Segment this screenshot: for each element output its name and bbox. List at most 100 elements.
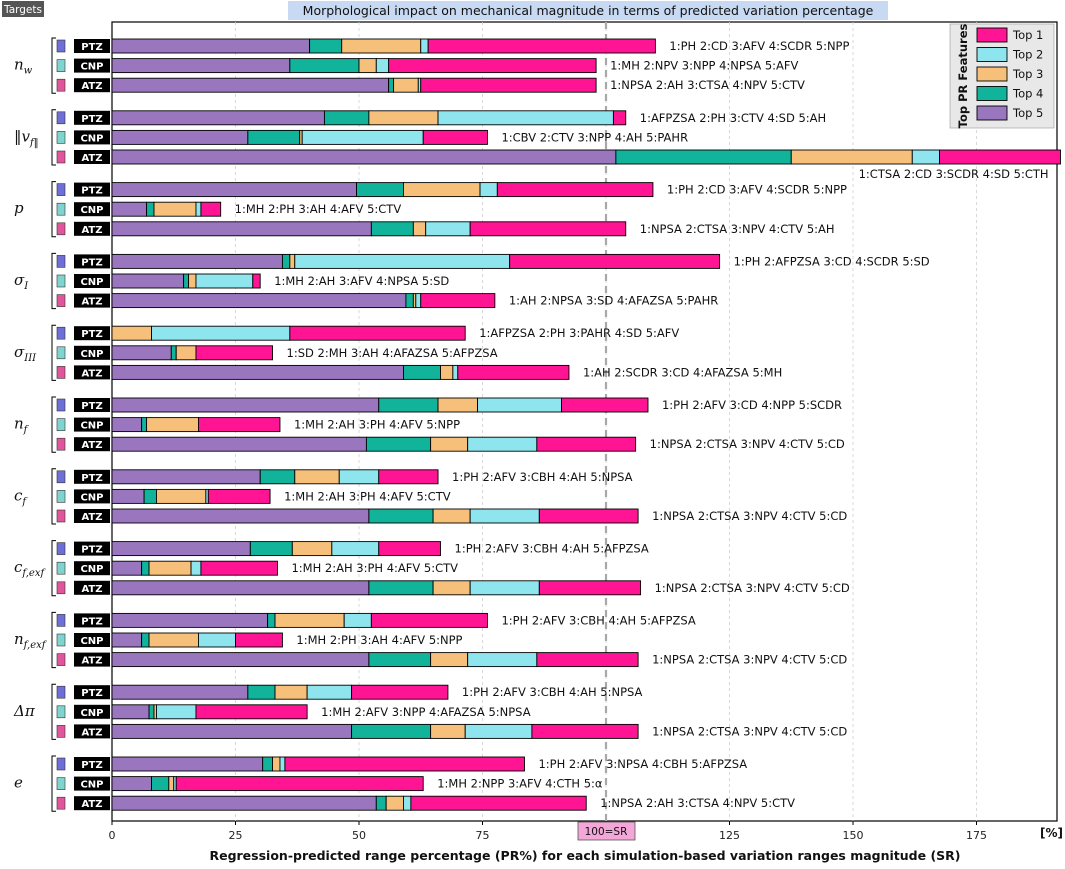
config-label: CNP xyxy=(80,205,103,216)
bar-segment-top4 xyxy=(365,436,432,452)
bar-segment-top1 xyxy=(420,77,597,93)
bar-segment-top3 xyxy=(289,253,296,269)
bar-segment-top1 xyxy=(195,704,308,720)
config-label-box xyxy=(74,58,110,73)
bar-segment-top1 xyxy=(378,469,439,485)
config-label: CNP xyxy=(80,636,103,647)
config-icon xyxy=(56,509,66,523)
feature-label: 1:NPSA 2:CTSA 3:NPV 4:CTV 5:AH xyxy=(640,222,835,236)
legend-swatch xyxy=(976,27,1008,43)
bar-segment-top1 xyxy=(536,652,639,668)
group-bracket xyxy=(51,540,56,597)
bar-segment-top3 xyxy=(188,273,197,289)
config-label: PTZ xyxy=(81,473,102,484)
feature-label: 1:PH 2:CD 3:AFV 4:SCDR 5:NPP xyxy=(669,39,849,53)
bar-segment-top1 xyxy=(195,345,273,361)
target-label: e xyxy=(14,774,23,792)
bar-segment-top4 xyxy=(247,129,301,145)
bar-segment-top5 xyxy=(111,560,143,576)
target-label: cf xyxy=(14,486,28,507)
bar-segment-top2 xyxy=(477,397,562,413)
bar-segment-top1 xyxy=(496,182,654,198)
bar-segment-top1 xyxy=(252,273,261,289)
bar-segment-top3 xyxy=(385,795,404,811)
bar-segment-top3 xyxy=(168,776,175,792)
targets-badge-label: Targets xyxy=(3,4,42,16)
bar-segment-top1 xyxy=(284,756,525,772)
feature-label: 1:PH 2:CD 3:AFV 4:SCDR 5:NPP xyxy=(667,183,847,197)
bar-segment-top4 xyxy=(323,110,370,126)
config-label-box xyxy=(74,345,110,360)
config-icon xyxy=(56,725,66,738)
bar-segment-top1 xyxy=(531,723,639,739)
group-bracket xyxy=(51,324,56,381)
x-tick-label: 0 xyxy=(109,829,116,842)
bar-segment-top1 xyxy=(538,580,642,596)
config-label-box xyxy=(74,417,110,432)
feature-label: 1:NPSA 2:CTSA 3:NPV 4:CTV 5:CD xyxy=(655,581,850,595)
config-label-box xyxy=(74,398,110,412)
bar-segment-top3 xyxy=(274,612,345,628)
bar-segment-top5 xyxy=(111,652,370,668)
bar-segment-top1 xyxy=(612,110,627,126)
bar-segment-top5 xyxy=(111,182,357,198)
config-label: CNP xyxy=(80,780,103,791)
bar-segment-top5 xyxy=(111,612,269,628)
legend-swatch xyxy=(976,86,1008,101)
bar-segment-top1 xyxy=(509,253,721,269)
config-icon xyxy=(56,222,66,236)
config-icon xyxy=(56,326,66,340)
feature-label: 1:AFPZSA 2:PH 3:PAHR 4:SD 5:AFV xyxy=(479,326,679,340)
config-label-box xyxy=(74,293,110,308)
ref-line-label: 100=SR xyxy=(585,826,628,838)
bar-segment-top3 xyxy=(291,541,333,557)
config-label: CNP xyxy=(80,564,103,575)
feature-label: 1:NPSA 2:CTSA 3:NPV 4:CTV 5:CD xyxy=(652,724,847,738)
group-bracket xyxy=(51,468,56,525)
target-label: cf,exf xyxy=(14,558,46,579)
bar-segment-top3 xyxy=(430,723,466,739)
config-icon xyxy=(56,274,66,288)
config-label-box xyxy=(74,541,110,556)
bar-segment-top2 xyxy=(415,293,422,309)
bar-segment-top5 xyxy=(111,201,148,217)
config-label-box xyxy=(74,182,110,197)
feature-label: 1:CBV 2:CTV 3:NPP 4:AH 5:PAHR xyxy=(501,130,688,144)
config-label: ATZ xyxy=(81,368,102,379)
x-ticks-layer: 0255075100125150175 xyxy=(109,821,987,842)
feature-label: 1:PH 2:AFV 3:CBH 4:AH 5:NPSA xyxy=(462,685,643,699)
config-icon xyxy=(56,131,66,144)
bar-segment-top1 xyxy=(378,541,441,557)
bar-segment-top2 xyxy=(197,632,236,648)
bar-segment-top3 xyxy=(111,325,152,341)
bar-segment-top2 xyxy=(425,221,471,237)
bar-segment-top1 xyxy=(536,436,637,452)
bar-segment-top2 xyxy=(301,129,424,145)
bar-segment-top4 xyxy=(375,795,387,811)
bar-segment-top2 xyxy=(190,560,202,576)
bar-segment-top1 xyxy=(420,293,496,309)
bar-segment-top5 xyxy=(111,397,380,413)
config-label-box xyxy=(74,757,110,771)
group-bracket xyxy=(51,109,56,166)
bar-segment-top5 xyxy=(111,723,353,739)
x-tick-label: 175 xyxy=(966,829,987,842)
feature-label: 1:PH 2:AFV 3:CBH 4:AH 5:AFPZSA xyxy=(501,613,695,627)
bar-segment-top1 xyxy=(561,397,649,413)
target-label: nf xyxy=(14,415,30,436)
config-label: PTZ xyxy=(81,760,102,771)
legend-swatch xyxy=(976,105,1008,121)
config-icon xyxy=(56,796,66,810)
bar-segment-top4 xyxy=(170,345,177,361)
bar-segment-top3 xyxy=(393,77,419,93)
config-label-box xyxy=(74,685,110,700)
bar-segment-top4 xyxy=(249,541,293,557)
bar-segment-top5 xyxy=(111,580,370,596)
bar-segment-top2 xyxy=(420,38,429,54)
config-label: PTZ xyxy=(81,545,102,556)
bar-segment-top5 xyxy=(111,110,325,126)
config-icon xyxy=(56,183,66,196)
bar-segment-top3 xyxy=(341,38,422,54)
bar-segment-top2 xyxy=(306,684,353,700)
